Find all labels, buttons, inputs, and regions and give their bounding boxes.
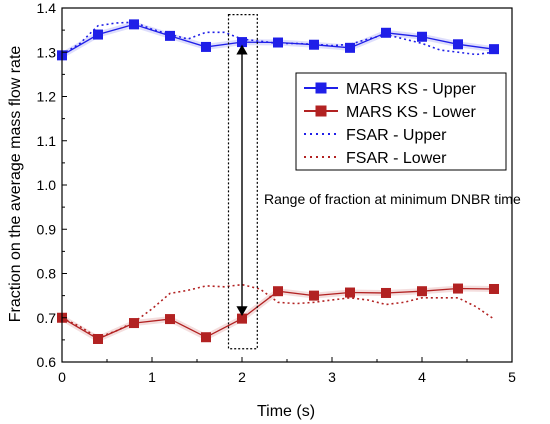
legend: MARS KS - Upper MARS KS - Lower FSAR - U…	[295, 72, 507, 171]
series-line-fsar-lower	[61, 283, 495, 339]
series-line-fsar-upper	[61, 21, 495, 56]
x-tick-label: 3	[328, 369, 336, 385]
legend-box	[295, 72, 507, 171]
x-tick-label: 5	[508, 369, 516, 385]
x-tick-label: 1	[148, 369, 156, 385]
y-tick-label: 1.1	[37, 133, 57, 149]
y-tick-label: 0.9	[37, 221, 57, 237]
y-tick-label: 0.7	[37, 310, 57, 326]
data-point-mars-ks-lower	[489, 283, 499, 294]
legend-entry-mars-ks-lower: MARS KS - Lower	[304, 104, 476, 121]
data-point-mars-ks-upper	[165, 30, 175, 41]
data-point-mars-ks-upper	[417, 31, 427, 42]
data-point-mars-ks-lower	[309, 290, 319, 301]
data-point-mars-ks-upper	[129, 19, 139, 30]
annotation-layer: Range of fraction at minimum DNBR time	[227, 14, 521, 350]
data-point-mars-ks-lower	[201, 332, 211, 343]
data-point-mars-ks-lower	[237, 313, 247, 324]
data-point-mars-ks-upper	[201, 41, 211, 52]
series-layer	[57, 19, 499, 344]
legend-marker-mars-ks-upper	[315, 82, 327, 94]
x-axis-title: Time (s)	[257, 403, 315, 420]
data-point-mars-ks-lower	[381, 287, 391, 298]
legend-label-fsar-upper: FSAR - Upper	[346, 127, 447, 144]
data-point-mars-ks-upper	[381, 27, 391, 38]
data-point-mars-ks-upper	[453, 39, 463, 50]
annotation-text: Range of fraction at minimum DNBR time	[264, 191, 521, 207]
y-tick-label: 0.8	[37, 266, 57, 282]
legend-entry-fsar-lower: FSAR - Lower	[304, 150, 447, 167]
annotation-box	[227, 14, 258, 350]
y-axis-title: Fraction on the average mass flow rate	[7, 46, 24, 323]
data-point-mars-ks-upper	[309, 39, 319, 50]
data-point-mars-ks-lower	[453, 283, 463, 294]
data-point-mars-ks-upper	[93, 29, 103, 40]
data-point-mars-ks-upper	[345, 42, 355, 53]
data-point-mars-ks-lower	[93, 333, 103, 344]
legend-label-fsar-lower: FSAR - Lower	[346, 150, 447, 167]
legend-label-mars-ks-lower: MARS KS - Lower	[346, 104, 476, 121]
y-tick-label: 1.3	[37, 44, 57, 60]
legend-label-mars-ks-upper: MARS KS - Upper	[346, 81, 476, 98]
data-point-mars-ks-lower	[165, 314, 175, 325]
x-tick-label: 0	[58, 369, 66, 385]
y-tick-label: 1.4	[37, 0, 57, 16]
data-point-mars-ks-lower	[417, 286, 427, 297]
y-tick-label: 0.6	[37, 354, 57, 370]
data-point-mars-ks-upper	[489, 44, 499, 55]
x-tick-label: 2	[238, 369, 246, 385]
data-point-mars-ks-upper	[273, 37, 283, 48]
data-point-mars-ks-lower	[273, 286, 283, 297]
y-tick-label: 1.2	[37, 89, 57, 105]
legend-entry-fsar-upper: FSAR - Upper	[304, 127, 447, 144]
y-tick-label: 1.0	[37, 177, 57, 193]
data-point-mars-ks-lower	[345, 287, 355, 298]
legend-entry-mars-ks-upper: MARS KS - Upper	[304, 81, 476, 98]
x-tick-label: 4	[418, 369, 426, 385]
plot-frame	[61, 7, 513, 363]
legend-marker-mars-ks-lower	[315, 105, 327, 117]
axes-layer: 0 1 2 3 4 5 0.6 0.7 0.8 0.9 1.0 1.1 1.2 1.3 1.4	[37, 0, 517, 385]
